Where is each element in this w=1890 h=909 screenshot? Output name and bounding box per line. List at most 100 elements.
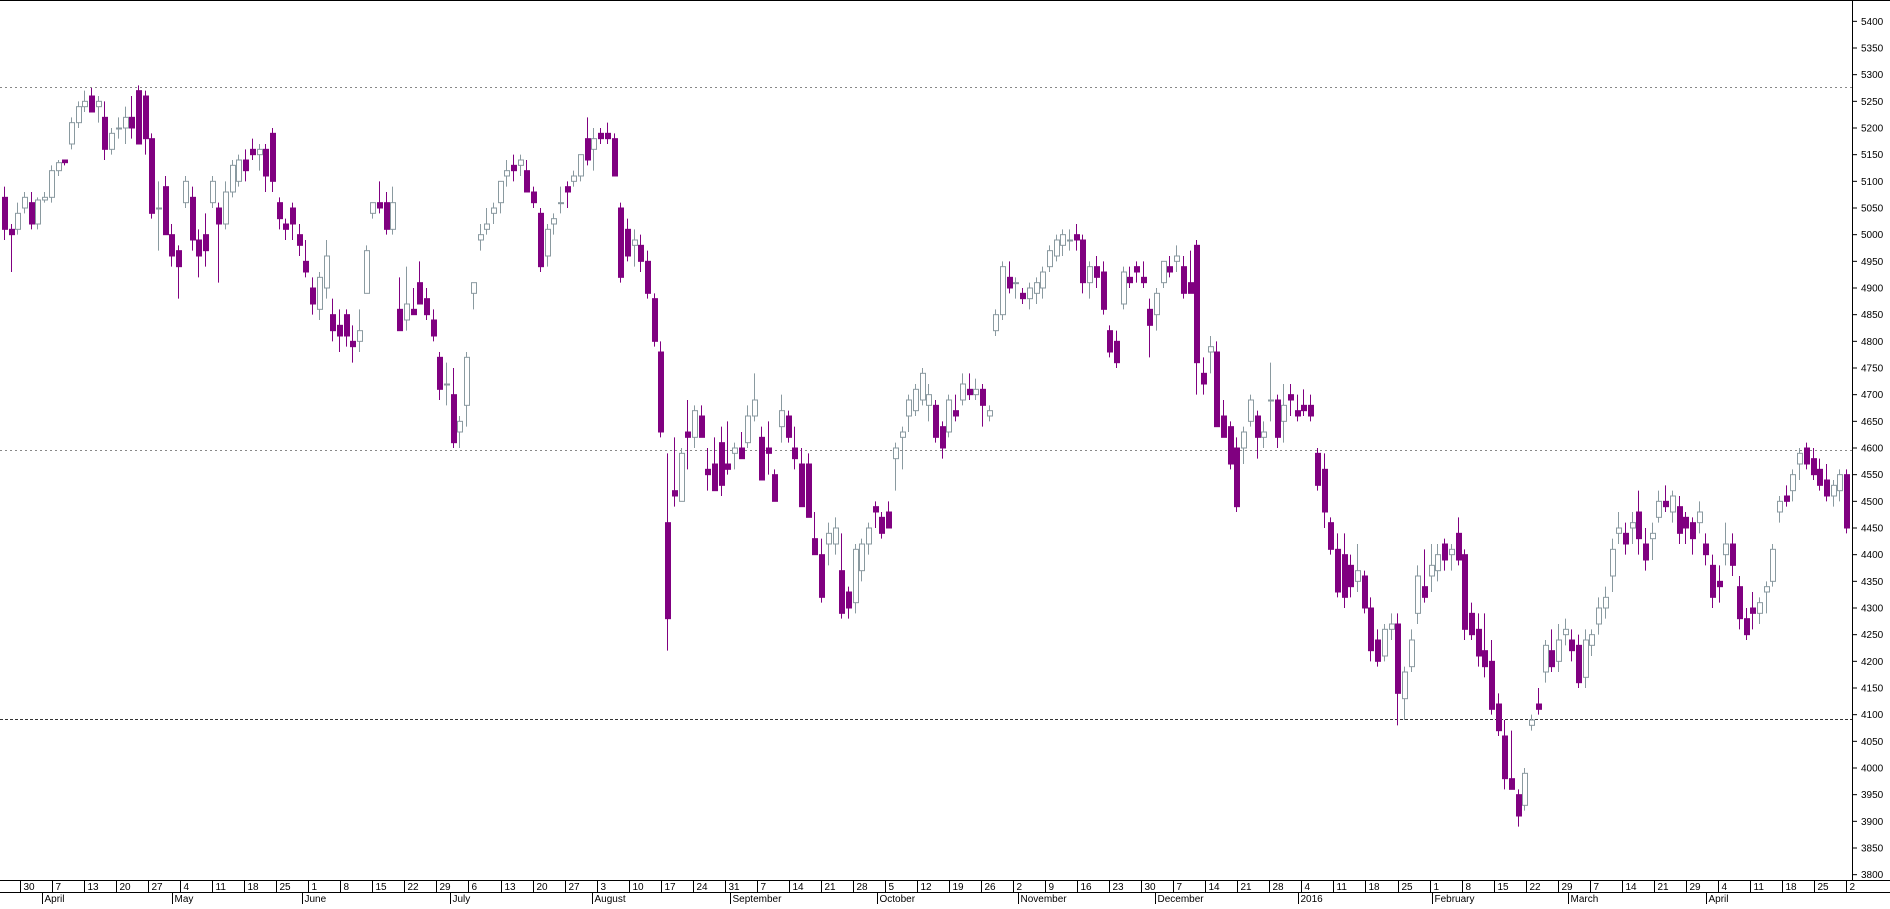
candle-body <box>1188 282 1194 294</box>
candle-body <box>283 223 289 230</box>
x-day-label: 22 <box>408 882 420 893</box>
candle-body <box>618 207 624 278</box>
x-day-label: 7 <box>1594 882 1600 893</box>
candle-body <box>411 308 417 316</box>
x-day-label: 11 <box>1754 882 1765 893</box>
x-day-label: 12 <box>921 882 933 893</box>
candle-body <box>1342 554 1348 598</box>
candle-body <box>565 186 571 193</box>
candle-body <box>1502 735 1508 780</box>
x-month-label: April <box>45 894 65 904</box>
candle-body <box>940 426 946 449</box>
candle-body <box>1750 607 1756 614</box>
y-tick-label: 4500 <box>1861 497 1884 508</box>
y-tick-label: 3950 <box>1861 790 1884 801</box>
candle-body <box>551 218 557 225</box>
candle-body <box>1744 618 1750 636</box>
candle-body <box>1234 447 1240 508</box>
y-tick-label: 4700 <box>1861 390 1884 401</box>
candle-body <box>324 255 330 289</box>
candle-body <box>82 100 88 108</box>
candle-body <box>1589 634 1595 646</box>
y-tick-label: 4650 <box>1861 417 1884 428</box>
x-day-label: 7 <box>761 882 767 893</box>
candle-body <box>1429 564 1435 577</box>
candle-body <box>370 202 376 214</box>
candle-body <box>946 399 952 433</box>
candle-body <box>1723 543 1729 556</box>
candle-body <box>76 106 82 124</box>
candle-body <box>1027 287 1033 300</box>
candle-body <box>1529 719 1535 726</box>
candle-body <box>1034 282 1040 294</box>
candle-body <box>163 186 169 236</box>
candle-body <box>1777 500 1783 513</box>
candle-body <box>1476 628 1482 657</box>
x-day-label: 29 <box>1562 882 1574 893</box>
candle-body <box>1690 522 1696 540</box>
candle-body <box>719 442 725 486</box>
candle-body <box>853 548 859 604</box>
candle-body <box>665 522 671 620</box>
x-day-label: 29 <box>1690 882 1702 893</box>
x-day-label: 16 <box>1081 882 1093 893</box>
x-day-label: 28 <box>1273 882 1285 893</box>
candle-body <box>344 314 350 337</box>
y-tick-label: 4150 <box>1861 684 1884 695</box>
candle-body <box>1355 570 1361 582</box>
candle-body <box>2 196 8 230</box>
candle-body <box>1161 260 1167 284</box>
candle-body <box>22 196 28 209</box>
candle-body <box>1174 255 1180 262</box>
y-tick-label: 4000 <box>1861 764 1884 775</box>
candle-body <box>156 207 162 210</box>
x-day-label: 25 <box>1818 882 1830 893</box>
candle-body <box>859 543 865 572</box>
y-tick-label: 3850 <box>1861 844 1884 855</box>
candle-body <box>1817 468 1823 486</box>
x-day-label: 30 <box>24 882 36 893</box>
candle-body <box>69 122 75 145</box>
x-day-label: 4 <box>184 882 190 893</box>
candle-body <box>799 463 805 508</box>
candle-body <box>987 410 993 417</box>
candle-body <box>1000 266 1006 316</box>
candle-body <box>1322 468 1328 513</box>
candles <box>2 85 1850 827</box>
candle-body <box>35 199 41 225</box>
candle-body <box>1790 474 1796 492</box>
candle-body <box>1462 554 1468 630</box>
candle-body <box>1154 292 1160 316</box>
candle-body <box>89 95 95 113</box>
candle-body <box>1583 639 1589 678</box>
x-day-label: 18 <box>1786 882 1798 893</box>
y-tick-label: 4200 <box>1861 657 1884 668</box>
candle-body <box>357 330 363 342</box>
candle-body <box>786 415 792 438</box>
candle-body <box>1382 628 1388 657</box>
candle-body <box>149 138 155 214</box>
x-day-label: 1 <box>1434 882 1440 893</box>
candle-body <box>1469 612 1475 636</box>
candle-body <box>377 202 383 209</box>
candle-body <box>1268 399 1274 402</box>
candle-body <box>879 516 885 534</box>
x-day-label: 21 <box>1241 882 1253 893</box>
y-tick-label: 4800 <box>1861 337 1884 348</box>
candle-body <box>109 132 115 150</box>
candle-body <box>886 511 892 529</box>
y-tick-label: 5150 <box>1861 150 1884 161</box>
candle-body <box>906 399 912 417</box>
candle-body <box>980 388 986 406</box>
candle-body <box>772 474 778 502</box>
y-tick-label: 5250 <box>1861 97 1884 108</box>
y-tick-label: 4900 <box>1861 284 1884 295</box>
candle-body <box>826 532 832 545</box>
candle-body <box>216 207 222 225</box>
x-month-label: November <box>1021 894 1068 904</box>
candle-body <box>1368 607 1374 652</box>
candle-body <box>1402 671 1408 700</box>
candle-body <box>1409 639 1415 668</box>
y-tick-label: 5300 <box>1861 70 1884 81</box>
